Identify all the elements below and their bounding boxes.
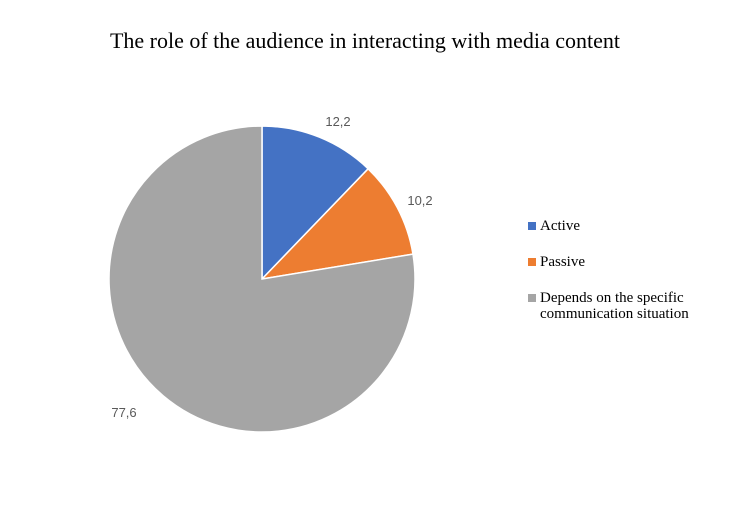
legend-item-depends: Depends on the specific communication si… [528,290,730,322]
legend-swatch-passive [528,258,536,266]
pie-slice-depends [108,125,416,433]
pie-slice-active [261,125,370,281]
legend-swatch-depends [528,294,536,302]
chart-title: The role of the audience in interacting … [109,28,621,53]
data-label-depends: 77,6 [111,405,136,420]
data-label-active: 12,2 [325,114,350,129]
legend-swatch-active [528,222,536,230]
legend-label-depends: Depends on the specific communication si… [540,290,689,322]
legend-label-passive: Passive [540,254,585,270]
legend-item-passive: Passive [528,254,728,270]
data-label-passive: 10,2 [407,193,432,208]
pie-slice-passive [259,167,414,281]
legend-item-active: Active [528,218,728,234]
legend-label-active: Active [540,218,580,234]
legend: Active Passive Depends on the specific c… [528,218,728,342]
